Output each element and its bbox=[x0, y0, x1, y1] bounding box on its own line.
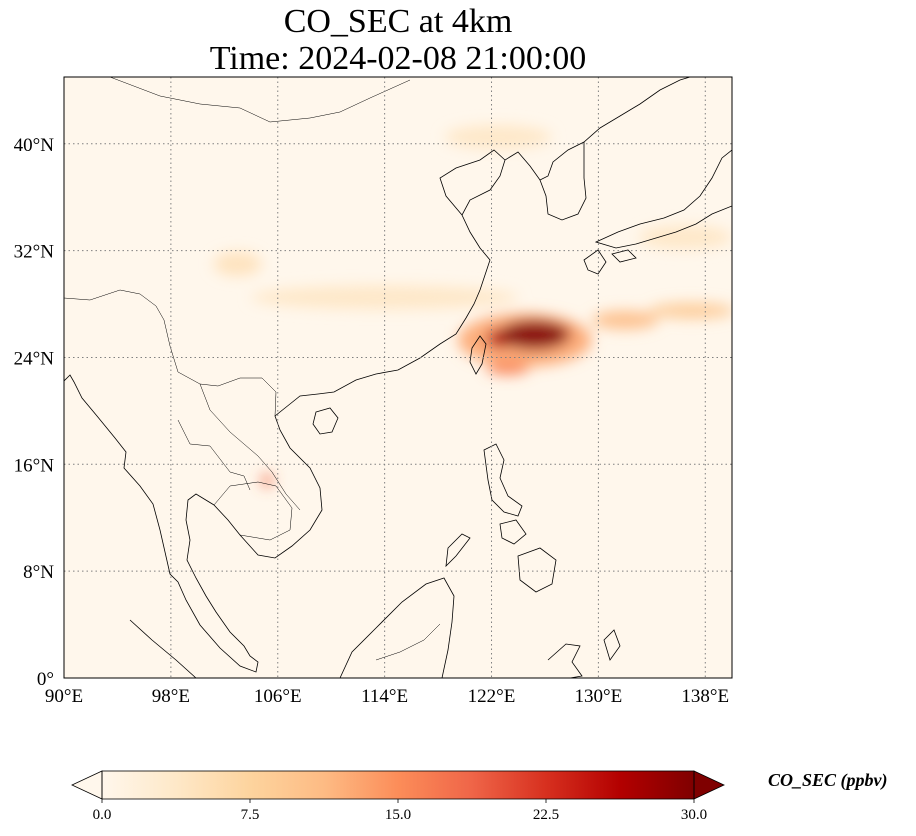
colorbar-tick-label: 30.0 bbox=[681, 807, 707, 823]
map-frame bbox=[63, 76, 733, 679]
country-borders bbox=[64, 77, 441, 661]
halmahera-coastline bbox=[603, 629, 621, 661]
lat-tick-label: 16°N bbox=[14, 455, 55, 476]
plume-korea-trail bbox=[444, 125, 552, 150]
lat-tick-label: 24°N bbox=[14, 348, 55, 369]
lat-tick-label: 40°N bbox=[14, 135, 55, 156]
coastlines bbox=[64, 77, 732, 678]
plume-japan-band bbox=[638, 225, 732, 250]
lat-tick-label: 32°N bbox=[14, 242, 55, 263]
sulawesi-coastline bbox=[547, 643, 583, 678]
map-title: CO_SEC at 4km bbox=[283, 3, 513, 40]
border-mongolia-china bbox=[109, 77, 411, 123]
lat-tick-labels: 0° 8°N 16°N 24°N 32°N 40°N bbox=[14, 135, 55, 690]
plume-china-band bbox=[251, 285, 519, 310]
lat-tick-label: 8°N bbox=[23, 562, 54, 583]
border-thailand-laos bbox=[177, 419, 251, 491]
border-cambodia bbox=[213, 481, 293, 541]
visayas-coastline bbox=[499, 519, 527, 545]
border-malaysia-borneo bbox=[375, 623, 441, 661]
plume-east-china-sea-core bbox=[499, 320, 570, 350]
lon-tick-label: 106°E bbox=[254, 686, 302, 707]
map-background bbox=[64, 77, 732, 678]
colorbar-tick-label: 22.5 bbox=[533, 807, 559, 823]
border-laos-vietnam bbox=[199, 383, 301, 511]
lon-tick-labels: 90°E 98°E 106°E 114°E 122°E 130°E 138°E bbox=[45, 686, 729, 707]
lat-tick-label: 0° bbox=[37, 669, 54, 690]
plume-east-trail bbox=[591, 310, 659, 330]
taiwan-coastline bbox=[469, 335, 487, 375]
korea-coastline bbox=[539, 142, 587, 221]
kyushu-coastline bbox=[583, 249, 607, 275]
palawan-coastline bbox=[445, 533, 471, 568]
colorbar-tick-label: 7.5 bbox=[241, 807, 260, 823]
lon-tick-label: 90°E bbox=[45, 686, 83, 707]
map-subtitle-time: Time: 2024-02-08 21:00:00 bbox=[209, 40, 587, 77]
lon-tick-label: 130°E bbox=[575, 686, 623, 707]
co-sec-field bbox=[213, 125, 732, 488]
border-india-china bbox=[64, 289, 165, 321]
honshu-coastline bbox=[594, 149, 732, 249]
plume-sichuan-patch bbox=[213, 251, 262, 276]
colorbar-label: CO_SEC (ppbv) bbox=[768, 770, 888, 790]
hainan-coastline bbox=[312, 407, 339, 435]
plume-pacific-trail bbox=[649, 302, 732, 319]
colorbar-ticks: 0.0 7.5 15.0 22.5 30.0 bbox=[93, 799, 707, 823]
lon-tick-label: 114°E bbox=[361, 686, 408, 707]
borneo-coastline bbox=[339, 577, 455, 678]
shikoku-coastline bbox=[611, 249, 637, 263]
plume-luzon-strait-band bbox=[486, 361, 529, 375]
lon-tick-label: 98°E bbox=[152, 686, 190, 707]
border-myanmar-china bbox=[163, 319, 277, 417]
colorbar-extend-high bbox=[693, 770, 725, 800]
bohai-coastline bbox=[439, 149, 506, 216]
colorbar-gradient bbox=[102, 771, 694, 799]
sumatra-coastline bbox=[129, 619, 197, 678]
mindanao-coastline bbox=[517, 547, 557, 593]
luzon-coastline bbox=[483, 443, 523, 517]
colorbar-tick-label: 15.0 bbox=[385, 807, 411, 823]
lon-tick-label: 122°E bbox=[468, 686, 516, 707]
colorbar: 0.0 7.5 15.0 22.5 30.0 bbox=[71, 770, 725, 823]
colorbar-tick-label: 0.0 bbox=[93, 807, 112, 823]
lon-tick-label: 138°E bbox=[681, 686, 729, 707]
colorbar-extend-low bbox=[71, 770, 103, 800]
